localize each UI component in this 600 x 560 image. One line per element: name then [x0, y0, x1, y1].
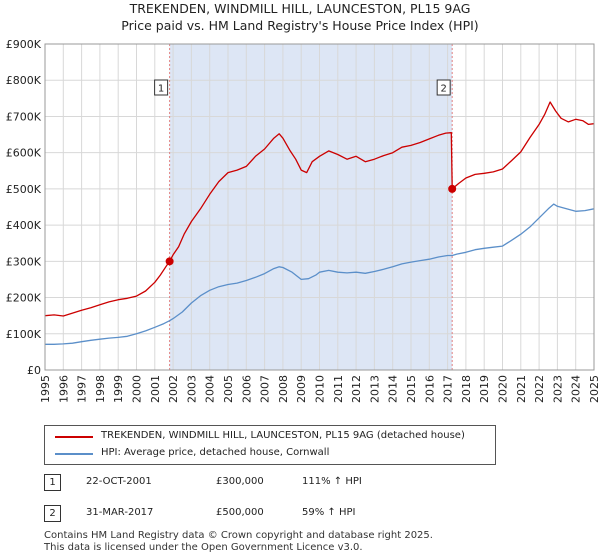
plot-border: [44, 43, 595, 371]
x-tick-label: 2005: [222, 375, 235, 403]
x-tick-label: 2003: [185, 375, 198, 403]
sale-hpi-change: 111% ↑ HPI: [302, 476, 362, 487]
y-tick-label: £200K: [6, 292, 42, 305]
legend-swatch-hpi: [55, 453, 93, 455]
sale-date: 31-MAR-2017: [86, 507, 154, 518]
x-tick-label: 2010: [314, 375, 327, 403]
sale-2-marker-box: [436, 79, 451, 96]
sale-1-marker-box: [154, 79, 169, 96]
x-tick-label: 2006: [240, 375, 253, 403]
y-tick-label: £800K: [6, 74, 42, 87]
x-tick-label: 2007: [259, 375, 272, 403]
sale-1-marker-label: 1: [158, 84, 164, 95]
y-tick-label: £900K: [6, 38, 42, 51]
sale-1-point: [165, 257, 174, 266]
x-tick-label: 2004: [204, 375, 217, 403]
x-tick-label: 1996: [57, 375, 70, 403]
series-lines: [44, 101, 595, 345]
x-tick-label: 2008: [277, 375, 290, 403]
x-tick-label: 2000: [131, 375, 144, 403]
legend: TREKENDEN, WINDMILL HILL, LAUNCESTON, PL…: [44, 425, 496, 465]
sale-2-point: [448, 184, 457, 193]
x-tick-label: 2022: [533, 375, 546, 403]
x-axis-ticks: 1995 1996 1997 1998 1999 2000 2001 2002 2003 2004…: [39, 375, 600, 403]
x-tick-label: 1995: [39, 375, 52, 403]
sale-price: £500,000: [216, 507, 264, 518]
y-tick-label: £700K: [6, 110, 42, 123]
x-tick-label: 2012: [350, 375, 363, 403]
hpi-series-line: [45, 203, 595, 345]
sale-2-marker-label: 2: [440, 84, 446, 95]
x-tick-label: 1999: [112, 375, 125, 403]
sale-hpi-change: 59% ↑ HPI: [302, 507, 356, 518]
y-tick-label: £400K: [6, 219, 42, 232]
y-tick-label: £0: [27, 364, 41, 377]
x-tick-label: 2016: [423, 375, 436, 403]
x-tick-label: 2023: [551, 375, 564, 403]
sale-number-badge: 1: [44, 474, 61, 491]
y-axis-ticks: £0 £100K £200K £300K £400K £500K £600K £700K £80…: [6, 38, 42, 377]
legend-label-hpi: HPI: Average price, detached house, Corn…: [101, 447, 330, 458]
x-tick-label: 1998: [94, 375, 107, 403]
x-tick-label: 2009: [295, 375, 308, 403]
x-tick-label: 2018: [460, 375, 473, 403]
x-tick-label: 2002: [167, 375, 180, 403]
chart-title-line-2: Price paid vs. HM Land Registry's House …: [121, 18, 479, 33]
sale-points: [165, 184, 457, 266]
y-tick-label: £300K: [6, 255, 42, 268]
y-tick-label: £600K: [6, 147, 42, 160]
sale-date: 22-OCT-2001: [86, 476, 152, 487]
shaded-ownership-period: [169, 44, 453, 370]
x-tick-label: 2001: [149, 375, 162, 403]
legend-swatch-property: [55, 436, 93, 438]
x-tick-label: 2024: [570, 375, 583, 403]
x-tick-label: 2015: [405, 375, 418, 403]
x-tick-label: 1997: [76, 375, 89, 403]
x-tick-label: 2013: [368, 375, 381, 403]
y-tick-label: £500K: [6, 183, 42, 196]
sale-price: £300,000: [216, 476, 264, 487]
x-tick-label: 2011: [332, 375, 345, 403]
legend-label-property: TREKENDEN, WINDMILL HILL, LAUNCESTON, PL…: [101, 430, 465, 441]
x-tick-label: 2014: [387, 375, 400, 403]
x-tick-label: 2017: [442, 375, 455, 403]
footer-licence: This data is licensed under the Open Gov…: [44, 542, 363, 553]
x-tick-label: 2021: [515, 375, 528, 403]
property-series-line: [44, 101, 595, 317]
footer-copyright: Contains HM Land Registry data © Crown c…: [44, 530, 433, 541]
chart-title-line-1: TREKENDEN, WINDMILL HILL, LAUNCESTON, PL…: [129, 1, 471, 16]
sale-number-badge: 2: [44, 505, 61, 522]
x-tick-label: 2019: [478, 375, 491, 403]
x-tick-label: 2020: [497, 375, 510, 403]
y-tick-label: £100K: [6, 328, 42, 341]
x-tick-label: 2025: [588, 375, 600, 403]
